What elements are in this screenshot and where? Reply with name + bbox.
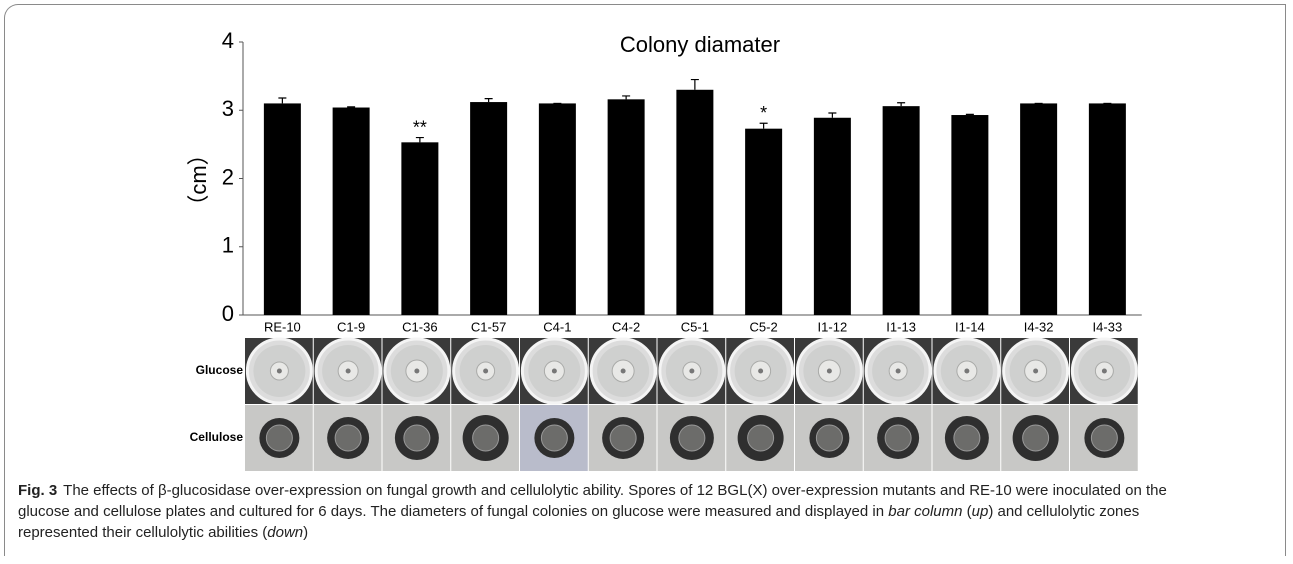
y-tick-label: 0 xyxy=(222,301,234,326)
y-tick-label: 1 xyxy=(222,233,234,258)
error-bar xyxy=(759,122,768,129)
bar xyxy=(332,107,370,316)
colony-center xyxy=(345,368,351,374)
caption-text: down xyxy=(267,524,304,541)
error-bar xyxy=(278,97,287,104)
y-axis-label: （cm） xyxy=(186,143,211,216)
colony-center xyxy=(276,368,282,374)
x-tick-label: RE-10 xyxy=(264,319,301,334)
error-bar xyxy=(897,102,906,107)
bar xyxy=(1088,103,1126,315)
x-tick-label: C1-36 xyxy=(402,319,437,334)
bar xyxy=(951,115,989,315)
caption-text: up xyxy=(971,503,989,520)
bar xyxy=(745,128,783,315)
colony xyxy=(747,424,775,452)
x-tick-label: C4-2 xyxy=(612,319,640,334)
x-tick-label: I1-13 xyxy=(886,319,916,334)
caption-text: ) and cellulolytic zones represented the… xyxy=(18,503,1140,541)
colony-center xyxy=(964,368,970,374)
y-tick-label: 3 xyxy=(222,96,234,121)
colony-center xyxy=(758,368,764,374)
colony-center xyxy=(1101,368,1107,374)
colony-center xyxy=(1033,368,1039,374)
chart: Colony diamater （cm） Glucose Cellulose 0 1… xyxy=(186,28,1142,471)
x-tick-label: I4-33 xyxy=(1093,319,1123,334)
x-tick-label: I1-14 xyxy=(955,319,985,334)
y-tick-label: 2 xyxy=(222,164,234,189)
error-bar xyxy=(828,112,837,118)
x-tick-label: I1-12 xyxy=(818,319,848,334)
colony xyxy=(540,424,568,452)
x-tick-label: C1-57 xyxy=(471,319,506,334)
bar xyxy=(813,117,851,315)
error-bar xyxy=(965,113,974,116)
x-tick-label: I4-32 xyxy=(1024,319,1054,334)
bar xyxy=(263,103,301,315)
bar xyxy=(607,99,645,315)
colony xyxy=(815,424,843,452)
colony-center xyxy=(620,368,626,374)
colony-center xyxy=(483,368,489,374)
colony xyxy=(884,424,912,452)
significance-mark: * xyxy=(760,103,767,123)
error-bar xyxy=(347,106,356,108)
caption-text: ( xyxy=(962,503,972,520)
colony-center xyxy=(414,368,420,374)
colony-center xyxy=(895,368,901,374)
figure-frame xyxy=(4,4,1286,556)
colony xyxy=(1090,424,1118,452)
caption-text: The effects of β-glucosidase over-expres… xyxy=(18,482,1167,520)
x-tick-label: C1-9 xyxy=(337,319,365,334)
colony-center xyxy=(689,368,695,374)
colony xyxy=(678,424,706,452)
error-bar xyxy=(622,95,631,100)
row-label: Cellulose xyxy=(190,430,244,444)
x-tick-label: C5-2 xyxy=(750,319,778,334)
x-tick-label: C4-1 xyxy=(543,319,571,334)
bar xyxy=(538,103,576,315)
bar xyxy=(401,142,439,315)
significance-mark: ** xyxy=(413,117,427,137)
error-bar xyxy=(484,98,493,103)
caption-label: Fig. 3 xyxy=(18,482,58,499)
colony-center xyxy=(551,368,557,374)
caption-text: bar column xyxy=(888,503,963,520)
bar xyxy=(882,106,920,315)
bar xyxy=(676,89,714,316)
colony xyxy=(1022,424,1050,452)
colony-center xyxy=(826,368,832,374)
bar xyxy=(1020,103,1058,315)
colony xyxy=(472,424,500,452)
error-bar xyxy=(690,78,699,90)
caption: Fig. 3 The effects of β-glucosidase over-… xyxy=(18,480,1198,543)
error-bar xyxy=(415,136,424,143)
plate-photos: Glucose Cellulose xyxy=(190,337,1138,471)
colony xyxy=(953,424,981,452)
row-label: Glucose xyxy=(196,363,244,377)
colony xyxy=(403,424,431,452)
bar xyxy=(470,102,508,315)
chart-title: Colony diamater xyxy=(620,32,780,57)
colony xyxy=(334,424,362,452)
colony xyxy=(609,424,637,452)
caption-text: ) xyxy=(303,524,309,541)
y-tick-label: 4 xyxy=(222,28,234,53)
colony xyxy=(265,424,293,452)
x-tick-label: C5-1 xyxy=(681,319,709,334)
